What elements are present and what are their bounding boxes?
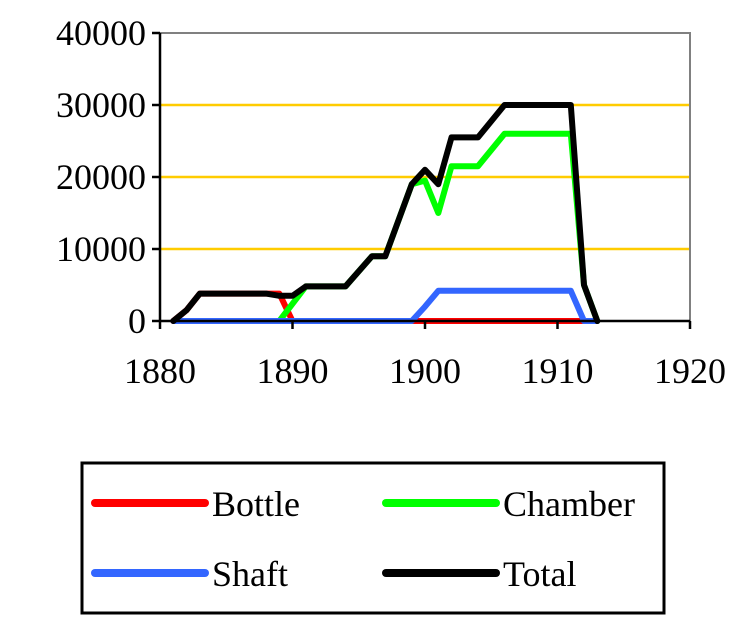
axes: 0 10000 20000 30000 40000 1880 1890 1900 1910 192… (56, 13, 726, 391)
legend-box (80, 461, 666, 615)
legend-label-bottle: Bottle (212, 484, 300, 524)
series-line-bottle (170, 290, 601, 324)
x-tick-label-4: 1920 (654, 351, 726, 391)
x-tick-label-2: 1900 (389, 351, 461, 391)
series-line-total (170, 102, 601, 324)
legend: Bottle Chamber Shaft Total (80, 461, 666, 615)
gridlines (160, 103, 690, 251)
legend-label-shaft: Shaft (212, 554, 288, 594)
y-tick-label-1: 10000 (56, 229, 146, 269)
y-tick-label-2: 20000 (56, 157, 146, 197)
x-tick-label-1: 1890 (257, 351, 329, 391)
x-tick-label-0: 1880 (124, 351, 196, 391)
legend-label-chamber: Chamber (503, 484, 635, 524)
x-tick-label-3: 1910 (522, 351, 594, 391)
legend-label-total: Total (503, 554, 576, 594)
series-lines (170, 102, 601, 324)
y-tick-label-3: 30000 (56, 85, 146, 125)
y-tick-label-0: 0 (128, 301, 146, 341)
series-line-shaft (170, 287, 601, 324)
y-tick-label-4: 40000 (56, 13, 146, 53)
